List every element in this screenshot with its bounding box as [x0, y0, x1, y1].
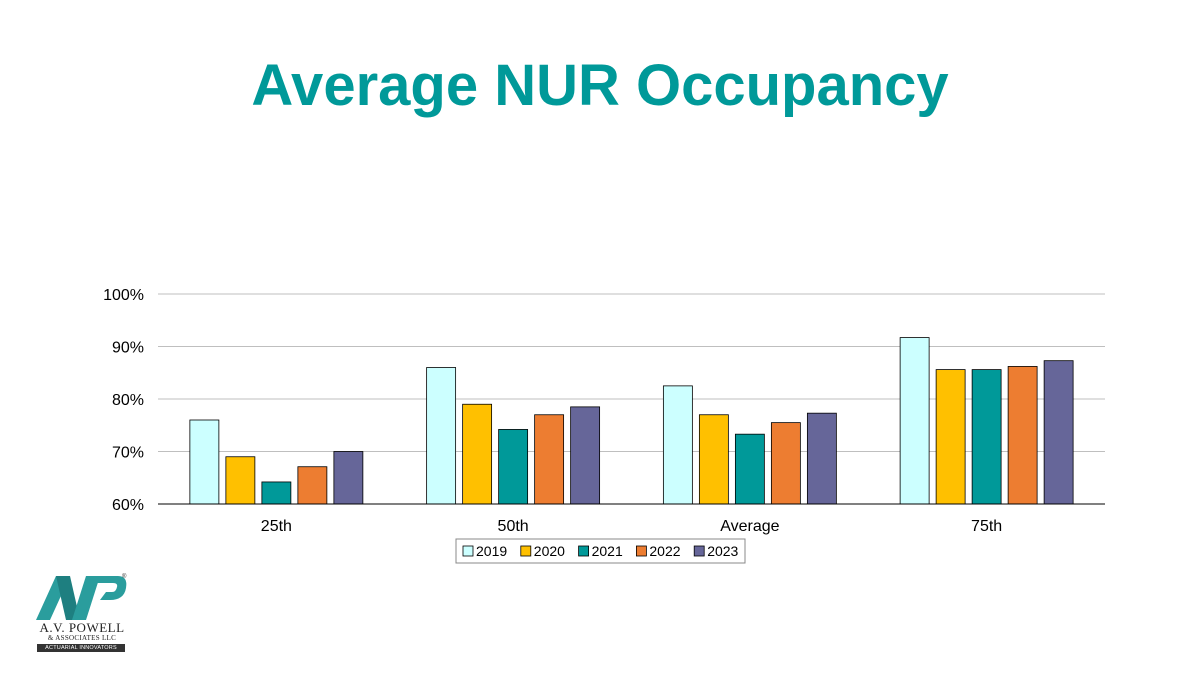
- legend-swatch-2021: [578, 545, 589, 557]
- bar-2023-50th: [570, 406, 601, 505]
- bar-2019-25th: [189, 419, 220, 505]
- bar-2020-75th: [935, 369, 966, 505]
- bar-2022-25th: [297, 466, 328, 505]
- logo-name: A.V. POWELL: [39, 620, 125, 635]
- logo-subtitle: & ASSOCIATES LLC: [47, 634, 117, 642]
- legend-label-2022: 2022: [649, 543, 680, 559]
- bar-2023-25th: [333, 451, 364, 505]
- bar-2019-75th: [899, 337, 930, 505]
- legend-label-2023: 2023: [707, 543, 738, 559]
- bar-2020-25th: [225, 456, 256, 505]
- svg-text:®: ®: [122, 573, 127, 580]
- bar-2023-average: [806, 412, 837, 505]
- bar-2019-50th: [426, 367, 457, 505]
- bar-2023-75th: [1043, 360, 1074, 505]
- x-tick-label: Average: [720, 518, 779, 535]
- bar-2019-average: [662, 385, 693, 505]
- x-tick-label: 25th: [261, 518, 292, 535]
- bar-2022-average: [770, 422, 801, 505]
- legend-swatch-2020: [520, 545, 532, 557]
- x-tick-label: 75th: [971, 518, 1002, 535]
- bar-2022-50th: [534, 414, 565, 505]
- legend-label-2021: 2021: [592, 543, 623, 559]
- bar-2021-average: [734, 433, 765, 505]
- legend-label-2020: 2020: [534, 543, 565, 559]
- company-logo: ® A.V. POWELL & ASSOCIATES LLC ACTUARIAL…: [34, 572, 130, 656]
- legend-swatch-2022: [636, 545, 647, 557]
- y-tick-label: 60%: [112, 497, 144, 514]
- bar-2021-75th: [971, 369, 1002, 505]
- slide-title: Average NUR Occupancy: [251, 53, 949, 118]
- y-tick-label: 100%: [103, 287, 144, 304]
- legend-label-2019: 2019: [476, 543, 507, 559]
- y-tick-label: 70%: [112, 445, 144, 462]
- y-tick-label: 90%: [112, 340, 144, 357]
- logo-tagline: ACTUARIAL INNOVATORS: [37, 644, 125, 652]
- legend-swatch-2019: [462, 545, 474, 557]
- bar-2021-50th: [498, 429, 529, 505]
- legend-swatch-2023: [693, 545, 705, 557]
- x-tick-label: 50th: [498, 518, 529, 535]
- logo-mark-icon: ®: [36, 573, 127, 620]
- bar-2021-25th: [261, 481, 292, 505]
- bar-2020-average: [698, 414, 729, 505]
- bar-2022-75th: [1007, 366, 1038, 505]
- bar-2020-50th: [462, 403, 493, 505]
- y-tick-label: 80%: [112, 392, 144, 409]
